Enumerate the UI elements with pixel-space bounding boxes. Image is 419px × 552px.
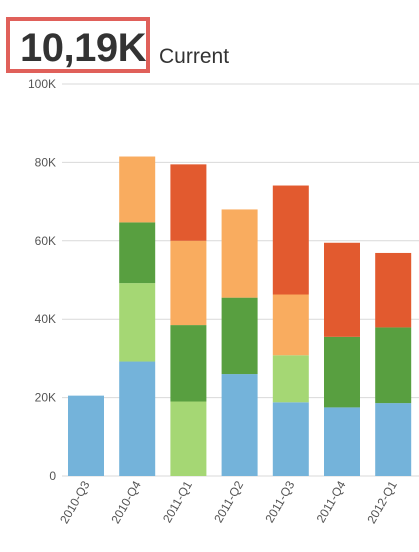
x-axis: 2010-Q3 2010-Q4 2011-Q1 2011-Q2 2011-Q3 2011-… bbox=[57, 478, 400, 526]
bar-segment bbox=[324, 336, 360, 408]
x-tick-label: 2011-Q2 bbox=[211, 478, 246, 525]
bar-segment bbox=[170, 164, 207, 241]
kpi-label: Current bbox=[159, 45, 230, 68]
bar-segment bbox=[324, 242, 360, 337]
x-tick-label: 2011-Q1 bbox=[160, 478, 195, 525]
bar-segment bbox=[170, 401, 207, 476]
y-axis: 0 20K 40K 60K 80K 100K bbox=[28, 77, 56, 483]
bar-segment bbox=[375, 403, 412, 476]
x-tick-label: 2011-Q3 bbox=[262, 478, 297, 525]
bars bbox=[68, 156, 412, 476]
bar-segment bbox=[324, 407, 360, 476]
kpi-highlight-box bbox=[6, 17, 150, 73]
bar-segment bbox=[170, 240, 207, 326]
bar-segment bbox=[272, 185, 309, 295]
bar-segment bbox=[375, 252, 412, 328]
y-tick-label: 40K bbox=[35, 312, 56, 326]
y-tick-label: 80K bbox=[35, 155, 56, 169]
x-tick-label: 2010-Q3 bbox=[57, 478, 93, 526]
bar-segment bbox=[272, 355, 309, 403]
bar-segment bbox=[119, 156, 156, 223]
bar-segment bbox=[221, 374, 258, 476]
x-tick-label: 2011-Q4 bbox=[314, 478, 349, 525]
bar-segment bbox=[119, 361, 156, 476]
y-tick-label: 60K bbox=[35, 234, 56, 248]
bar-segment bbox=[68, 395, 104, 476]
bar-segment bbox=[119, 283, 156, 362]
x-tick-label: 2010-Q4 bbox=[108, 478, 144, 526]
y-tick-label: 100K bbox=[28, 77, 56, 91]
bar-segment bbox=[272, 402, 309, 476]
bar-segment bbox=[272, 294, 309, 356]
y-tick-label: 20K bbox=[35, 391, 56, 405]
bar-segment bbox=[221, 209, 258, 298]
bar-segment bbox=[119, 222, 156, 284]
kpi-header: 10,19K Current bbox=[0, 0, 419, 90]
x-tick-label: 2012-Q1 bbox=[364, 478, 400, 526]
kpi-value: 10,19K bbox=[20, 26, 146, 70]
bar-segment bbox=[221, 297, 258, 375]
y-tick-label: 0 bbox=[49, 469, 56, 483]
bar-segment bbox=[375, 327, 412, 404]
bar-segment bbox=[170, 325, 207, 402]
